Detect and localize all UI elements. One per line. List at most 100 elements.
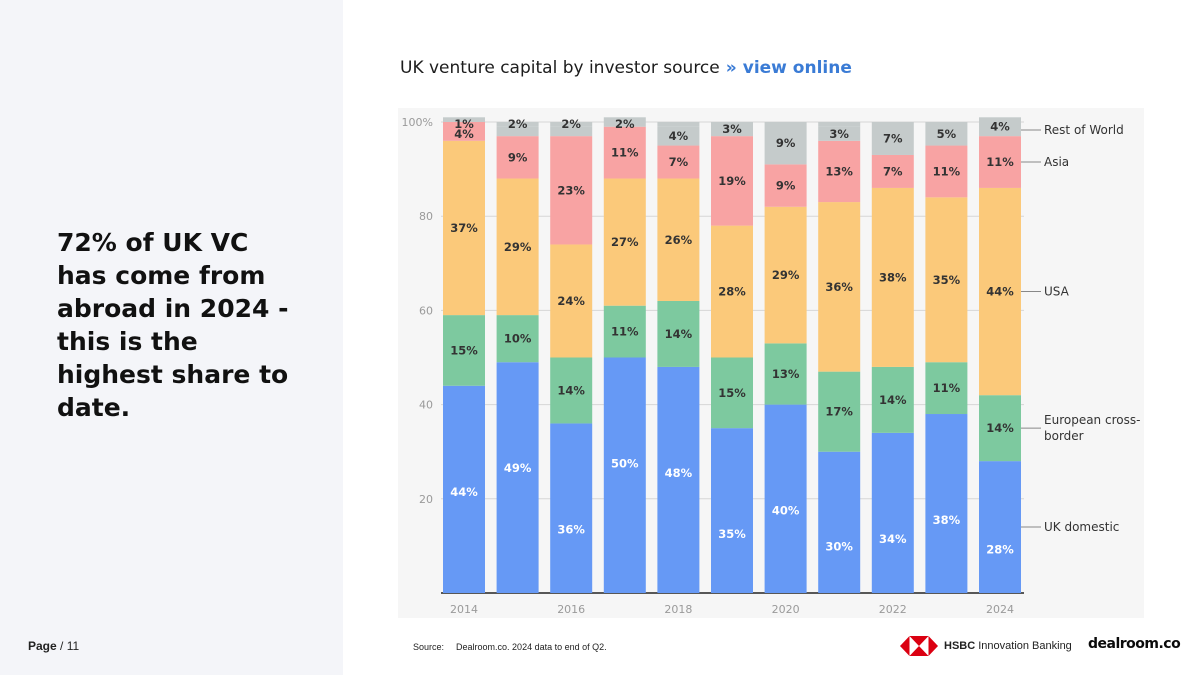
data-label: 4% — [669, 129, 689, 143]
bar-segment — [496, 136, 539, 179]
data-label: 14% — [665, 327, 693, 341]
data-label: 7% — [883, 131, 903, 145]
data-label: 11% — [611, 325, 639, 339]
x-tick-label: 2014 — [450, 603, 478, 616]
legend-label: UK domestic — [1044, 520, 1119, 534]
bar-segment — [818, 202, 861, 372]
bar-segment — [764, 404, 807, 593]
data-label: 28% — [986, 542, 1014, 556]
bar-segment — [979, 117, 1021, 137]
data-label: 2% — [615, 117, 635, 131]
data-label: 48% — [665, 466, 693, 480]
data-label: 44% — [986, 285, 1014, 299]
data-label: 38% — [933, 513, 961, 527]
legend-label: USA — [1044, 285, 1070, 299]
bar-segment — [871, 187, 914, 367]
y-tick-label: 40 — [419, 399, 433, 412]
bar-segment — [496, 315, 539, 363]
data-label: 3% — [722, 122, 742, 136]
x-tick-label: 2022 — [879, 603, 907, 616]
bar-segment-fill — [657, 122, 700, 127]
data-label: 5% — [937, 127, 957, 141]
bar-segment — [443, 122, 485, 141]
chart-title: UK venture capital by investor source» vi… — [400, 58, 852, 78]
data-label: 9% — [508, 150, 528, 164]
bar-segment — [711, 428, 753, 593]
data-label: 1% — [454, 117, 474, 131]
data-label: 13% — [825, 164, 853, 178]
data-label: 3% — [829, 127, 849, 141]
bar-segment — [657, 145, 700, 179]
bar-segment-fill — [496, 122, 539, 127]
bar-segment — [603, 117, 646, 127]
view-online-link[interactable]: view online — [742, 58, 852, 78]
bar-segment — [871, 122, 914, 155]
data-label: 44% — [450, 485, 478, 499]
bar-segment — [711, 225, 753, 358]
data-label: 49% — [504, 461, 532, 475]
data-label: 11% — [933, 381, 961, 395]
data-label: 15% — [450, 343, 478, 357]
legend-label: border — [1044, 429, 1084, 443]
data-label: 23% — [557, 183, 585, 197]
bar-segment — [925, 122, 968, 146]
page-separator: / — [60, 639, 64, 653]
data-label: 9% — [776, 136, 796, 150]
data-label: 36% — [825, 280, 853, 294]
bar-segment — [871, 432, 914, 593]
bar-segment — [657, 300, 700, 367]
bar-segment-fill — [550, 122, 593, 127]
bar-segment — [657, 366, 700, 593]
bar-segment — [871, 154, 914, 188]
bar-segment — [764, 206, 807, 344]
bar-segment — [550, 244, 593, 358]
bar-segment — [925, 145, 968, 198]
data-label: 11% — [611, 146, 639, 160]
bar-segment — [925, 197, 968, 363]
hsbc-hexagon-icon — [900, 636, 938, 656]
chart-title-separator: » — [725, 58, 737, 78]
data-label: 2% — [508, 117, 528, 131]
y-tick-label: 60 — [419, 304, 433, 317]
data-label: 15% — [718, 386, 746, 400]
bar-segment — [443, 315, 485, 386]
headline: 72% of UK VC has come from abroad in 202… — [57, 228, 289, 422]
bar-segment — [603, 357, 646, 593]
data-label: 27% — [611, 235, 639, 249]
bar-segment — [443, 117, 485, 122]
bar-segment — [550, 136, 593, 245]
data-label: 4% — [990, 120, 1010, 134]
left-panel — [0, 0, 343, 675]
bar-segment — [496, 126, 539, 137]
x-tick-label: 2024 — [986, 603, 1014, 616]
bar-segment — [603, 178, 646, 306]
y-tick-label: 20 — [419, 493, 433, 506]
bar-segment — [711, 122, 753, 137]
data-label: 34% — [879, 532, 907, 546]
data-label: 10% — [504, 332, 532, 346]
bar-segment — [818, 371, 861, 452]
bar-segment — [603, 305, 646, 358]
bar-segment — [925, 414, 968, 593]
data-label: 11% — [933, 164, 961, 178]
bar-segment — [443, 140, 485, 316]
data-label: 7% — [883, 164, 903, 178]
dealroom-logo: dealroom.co — [1088, 636, 1181, 652]
source-note: Source: Dealroom.co. 2024 data to end of … — [413, 642, 607, 652]
bar-segment — [496, 178, 539, 316]
data-label: 13% — [772, 367, 800, 381]
data-label: 29% — [504, 240, 532, 254]
data-label: 4% — [454, 127, 474, 141]
data-label: 36% — [557, 522, 585, 536]
data-label: 7% — [669, 155, 689, 169]
data-label: 2% — [561, 117, 581, 131]
bar-segment — [979, 461, 1021, 593]
bar-segment — [496, 362, 539, 593]
bar-segment — [764, 164, 807, 207]
y-tick-label: 80 — [419, 210, 433, 223]
bar-segment — [711, 357, 753, 429]
bar-segment — [657, 126, 700, 146]
bar-segment — [764, 343, 807, 405]
data-label: 37% — [450, 221, 478, 235]
